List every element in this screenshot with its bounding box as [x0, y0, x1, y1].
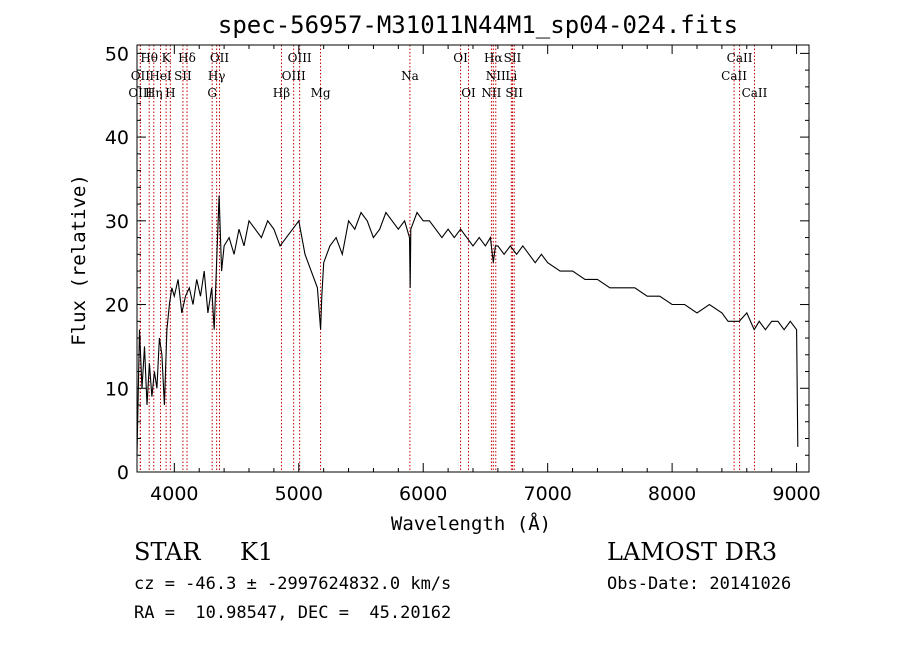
marker-label: NII	[486, 69, 506, 83]
chart-title: spec-56957-M31011N44M1_sp04-024.fits	[218, 11, 738, 39]
marker-label: G	[207, 86, 217, 100]
y-axis: 0 10 20 30 40 50	[105, 43, 809, 484]
marker-label: K	[162, 51, 172, 65]
cz-label: cz = -46.3 ± -2997624832.0 km/s	[134, 574, 452, 594]
x-tick-label: 9000	[772, 483, 820, 505]
x-tick-label: 4000	[150, 483, 198, 505]
marker-label: Hθ	[140, 51, 158, 65]
plot-frame	[136, 44, 810, 473]
y-axis-label: Flux (relative)	[68, 174, 90, 346]
obs-date-label: Obs-Date: 20141026	[607, 574, 792, 594]
y-tick-label: 0	[117, 462, 129, 484]
marker-label: NII	[481, 86, 501, 100]
marker-label: OIII	[288, 51, 312, 65]
y-tick-label: 20	[105, 295, 129, 317]
x-tick-label: 5000	[275, 483, 323, 505]
x-tick-label: 8000	[648, 483, 696, 505]
marker-label: Li	[505, 69, 517, 83]
y-tick-label: 10	[105, 378, 129, 400]
x-axis: 4000 5000 6000 7000 8000 9000	[150, 45, 821, 505]
y-tick-label: 30	[105, 211, 129, 233]
marker-label: HeI	[149, 69, 172, 83]
marker-label: SII	[174, 69, 192, 83]
marker-lines	[139, 45, 755, 472]
marker-label: OII	[210, 51, 230, 65]
marker-label: Hη	[145, 86, 163, 100]
marker-label: OIII	[128, 86, 152, 100]
x-tick-label: 6000	[399, 483, 447, 505]
spectrum-line	[136, 195, 799, 456]
marker-label: CaII	[742, 86, 768, 100]
x-tick-label: 7000	[523, 483, 571, 505]
marker-label: Hδ	[178, 51, 196, 65]
marker-label: Hα	[484, 51, 503, 65]
marker-label: SII	[505, 86, 523, 100]
marker-label: CaII	[727, 51, 753, 65]
subclass-label: K1	[240, 538, 274, 566]
marker-label: SII	[504, 51, 522, 65]
class-label: STAR	[134, 538, 201, 566]
marker-label: H	[165, 86, 175, 100]
marker-label: Hβ	[273, 86, 290, 100]
radec-label: RA = 10.98547, DEC = 45.20162	[134, 603, 452, 623]
marker-label: OI	[453, 51, 468, 65]
marker-label: Mg	[311, 86, 331, 100]
survey-label: LAMOST DR3	[607, 538, 778, 566]
y-tick-label: 40	[105, 127, 129, 149]
marker-label: OII	[131, 69, 151, 83]
marker-label: OIII	[282, 69, 306, 83]
marker-label: OI	[461, 86, 476, 100]
x-axis-label: Wavelength (Å)	[391, 512, 551, 535]
marker-label: CaII	[721, 69, 747, 83]
marker-label: Hγ	[208, 69, 226, 83]
y-tick-label: 50	[105, 43, 129, 65]
marker-label: Na	[401, 69, 419, 83]
